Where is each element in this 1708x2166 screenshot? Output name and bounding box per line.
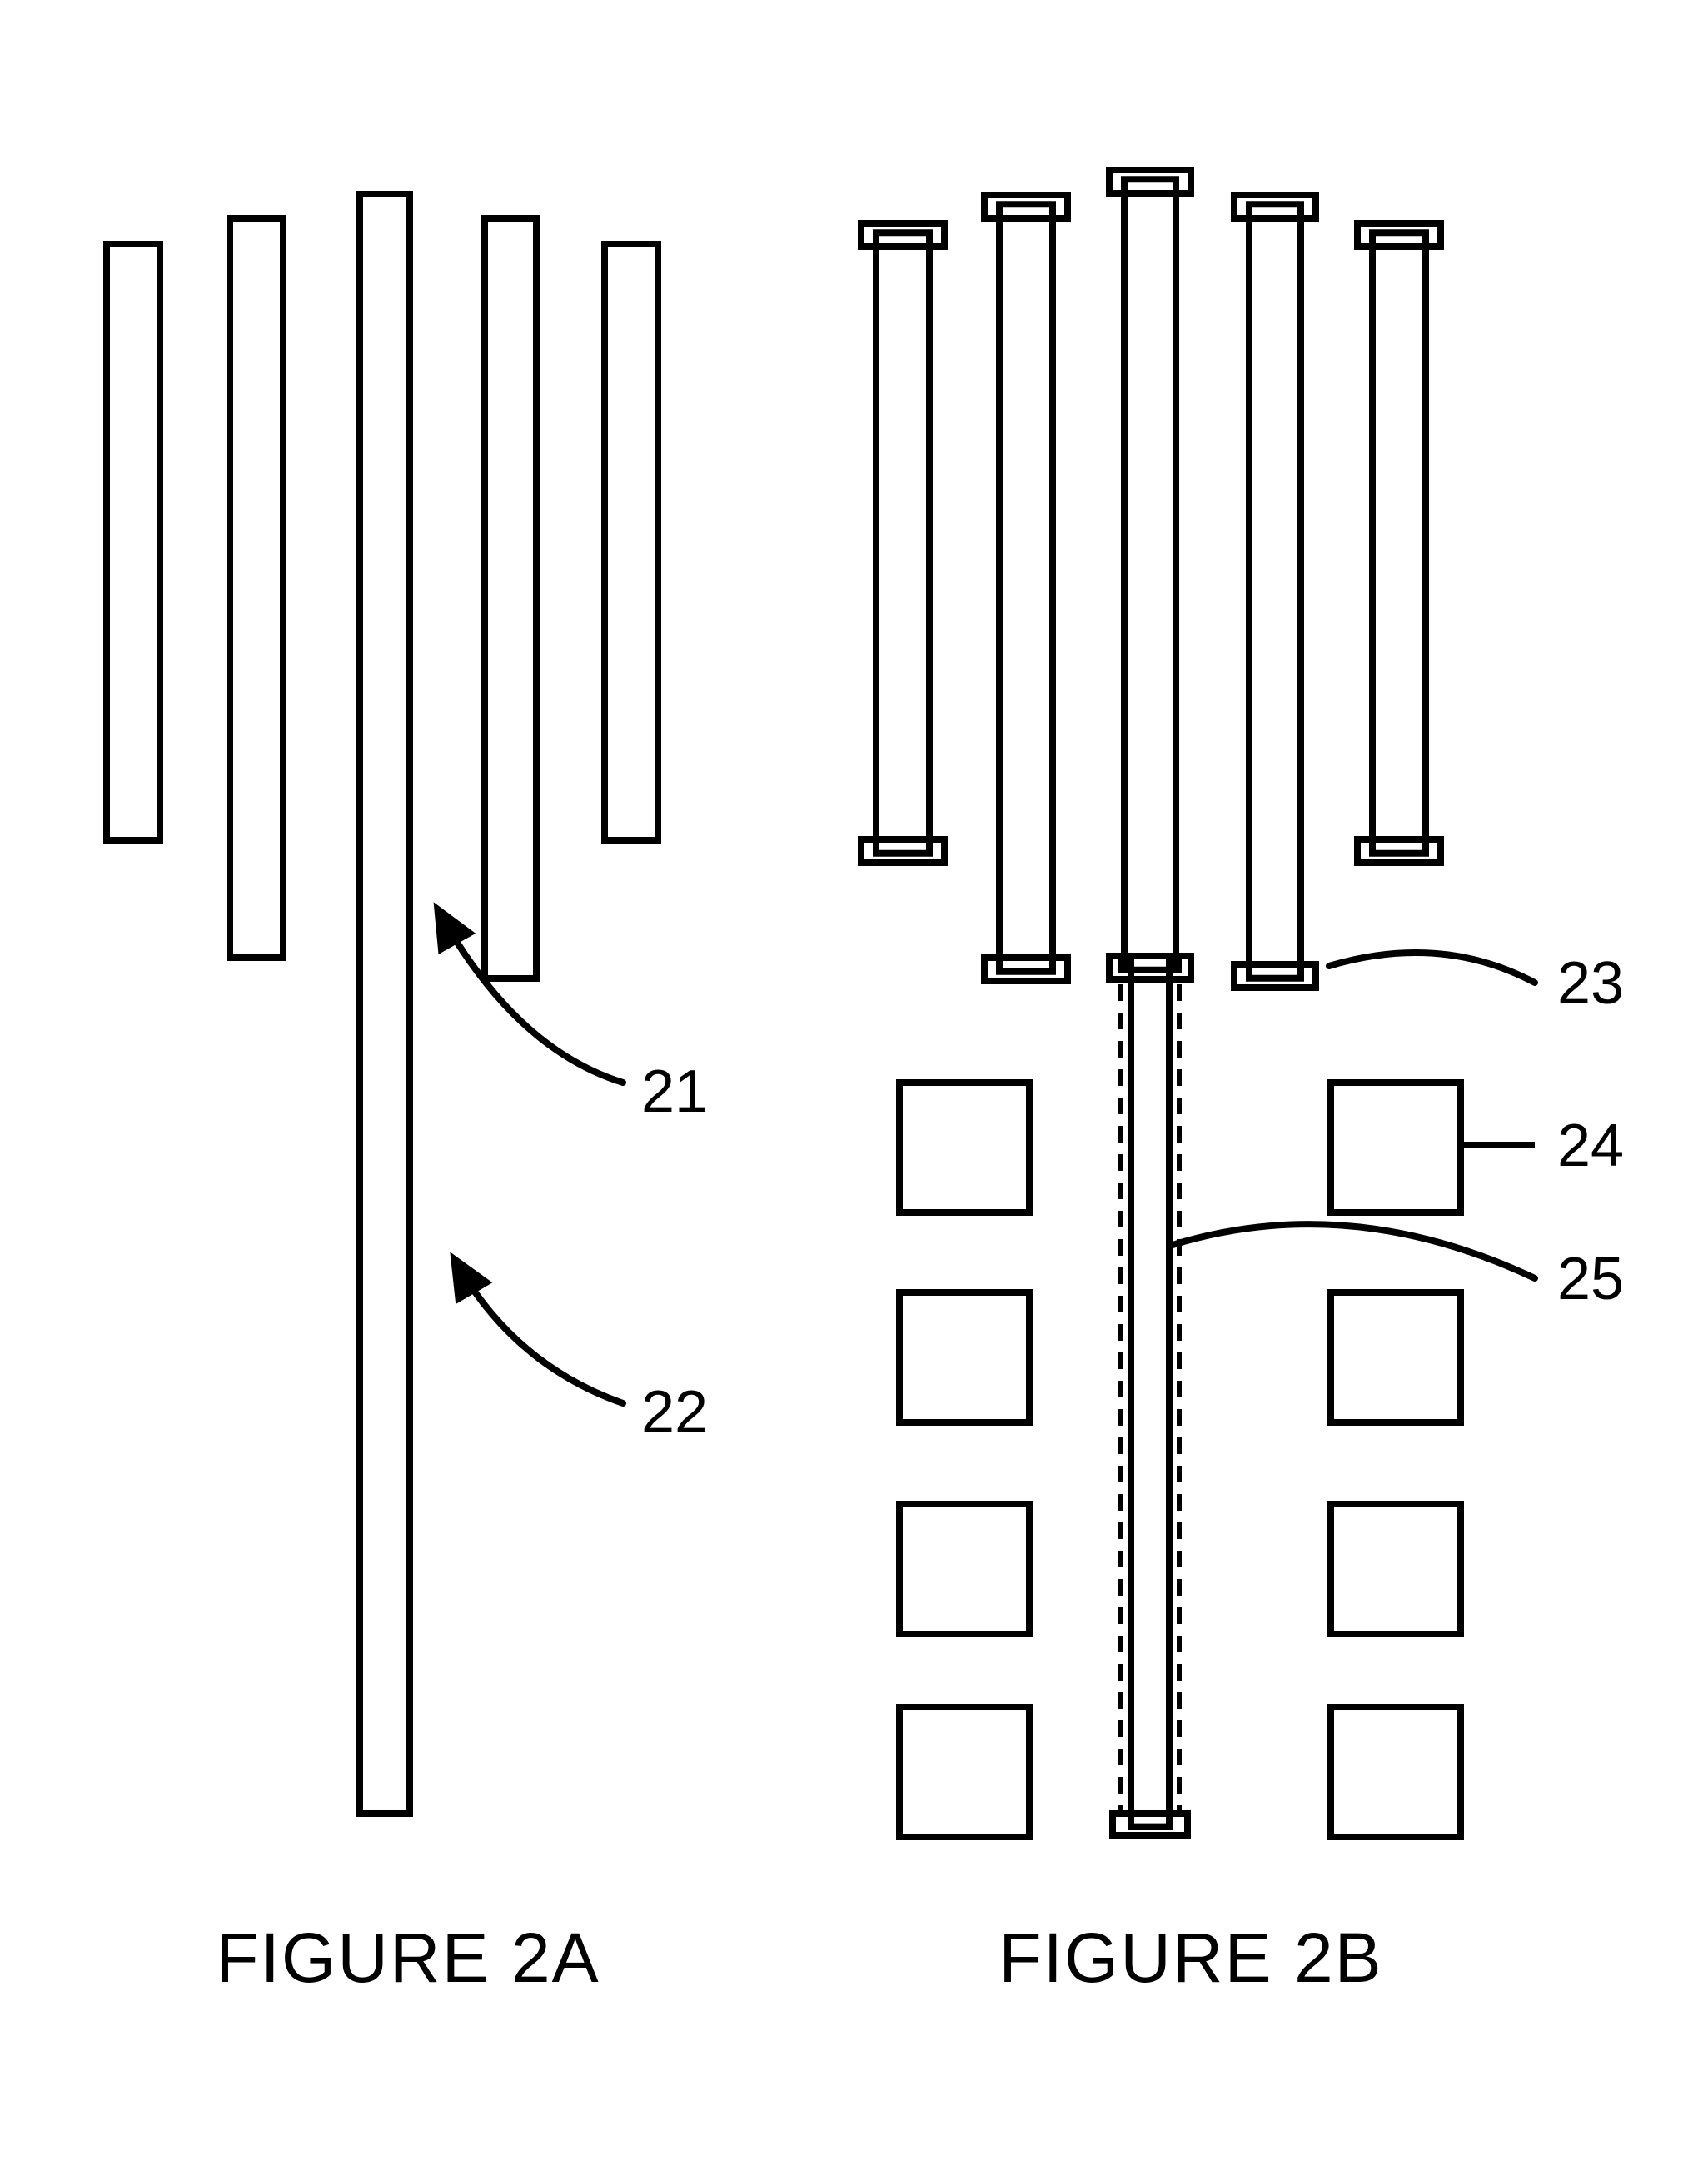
callout-label: 23 [1557,950,1624,1017]
figures-root: 21 22 FIGURE 2A 23 24 25 FIGURE 2B [0,0,1708,2166]
callout-label: 25 [1557,1246,1624,1312]
callout-label: 22 [641,1379,708,1446]
figure-2b-caption: FIGURE 2B [998,1919,1382,1997]
figure-2a-caption: FIGURE 2A [216,1919,600,1997]
callout-label: 24 [1557,1113,1624,1179]
callout-label: 21 [641,1058,708,1125]
